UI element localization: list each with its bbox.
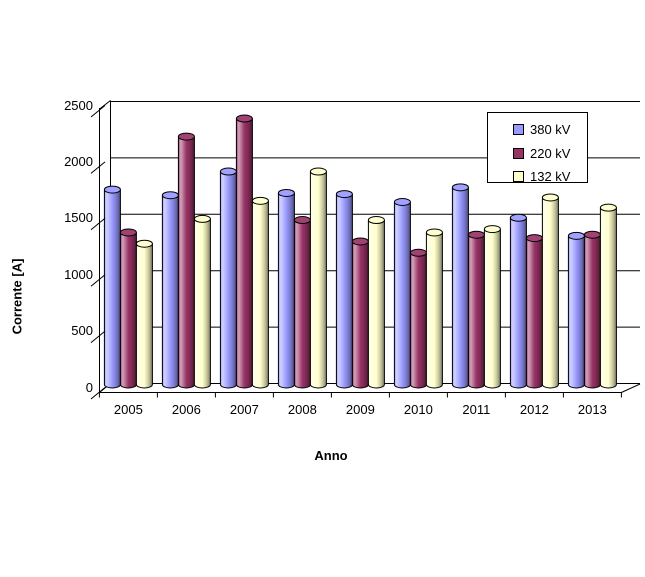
bar-2010-220-kv <box>409 248 427 389</box>
bar-2011-380-kv <box>451 183 469 389</box>
bar-2012-220-kv <box>525 234 543 389</box>
bar-2008-220-kv <box>293 216 311 389</box>
bar-2007-380-kv <box>219 167 237 389</box>
x-tick-label: 2008 <box>287 402 317 417</box>
legend-swatch-icon <box>513 171 524 183</box>
bar-2013-132-kv <box>599 203 617 389</box>
x-tick-label: 2007 <box>229 402 259 417</box>
bar-2005-380-kv <box>103 185 121 389</box>
bar-2008-132-kv <box>309 167 327 389</box>
bar-2005-220-kv <box>119 228 137 389</box>
legend-swatch-icon <box>513 124 524 136</box>
y-tick-label: 500 <box>71 323 93 339</box>
bar-2010-132-kv <box>425 228 443 389</box>
bar-2007-132-kv <box>251 196 269 389</box>
x-tick-label: 2013 <box>577 402 607 417</box>
legend-label: 220 kV <box>530 145 571 161</box>
bar-2009-220-kv <box>351 237 369 389</box>
legend-swatch-icon <box>513 147 524 159</box>
legend-item-132-kv: 132 kV <box>488 165 587 189</box>
bar-2007-220-kv <box>235 114 253 389</box>
x-tick-label: 2011 <box>462 402 491 417</box>
bar-2013-220-kv <box>583 230 601 389</box>
legend: 380 kV 220 kV 132 kV <box>487 112 588 183</box>
x-tick-label: 2006 <box>171 402 201 417</box>
bar-2012-132-kv <box>541 193 559 389</box>
bar-2010-380-kv <box>393 197 411 389</box>
x-tick-label: 2010 <box>403 402 433 417</box>
y-tick-label: 2500 <box>64 97 93 113</box>
bar-2013-380-kv <box>567 231 585 389</box>
bar-2006-132-kv <box>193 214 211 389</box>
legend-item-220-kv: 220 kV <box>488 142 587 166</box>
legend-label: 380 kV <box>530 122 571 138</box>
y-tick-label: 0 <box>85 379 93 395</box>
bar-2012-380-kv <box>509 213 527 389</box>
bar-2006-220-kv <box>177 132 195 389</box>
y-tick-label: 1500 <box>64 210 93 226</box>
bar-2009-380-kv <box>335 190 353 389</box>
bar-2009-132-kv <box>367 216 385 389</box>
x-axis-title: Anno <box>314 448 348 463</box>
y-tick-label: 2000 <box>64 153 93 169</box>
legend-label: 132 kV <box>530 169 571 185</box>
x-tick-label: 2005 <box>113 402 143 417</box>
bar-2006-380-kv <box>161 191 179 389</box>
x-tick-label: 2009 <box>345 402 375 417</box>
y-tick-label: 1000 <box>64 266 93 282</box>
legend-item-380-kv: 380 kV <box>488 118 587 142</box>
bar-2008-380-kv <box>277 188 295 389</box>
bar-2011-132-kv <box>483 225 501 389</box>
bar-2011-220-kv <box>467 230 485 389</box>
y-axis-title: Corrente [A] <box>9 258 25 335</box>
legend-items: 380 kV 220 kV 132 kV <box>488 118 587 189</box>
bars <box>103 114 617 389</box>
axes <box>90 105 622 400</box>
x-tick-label: 2012 <box>519 402 549 417</box>
bar-2005-132-kv <box>135 239 153 389</box>
